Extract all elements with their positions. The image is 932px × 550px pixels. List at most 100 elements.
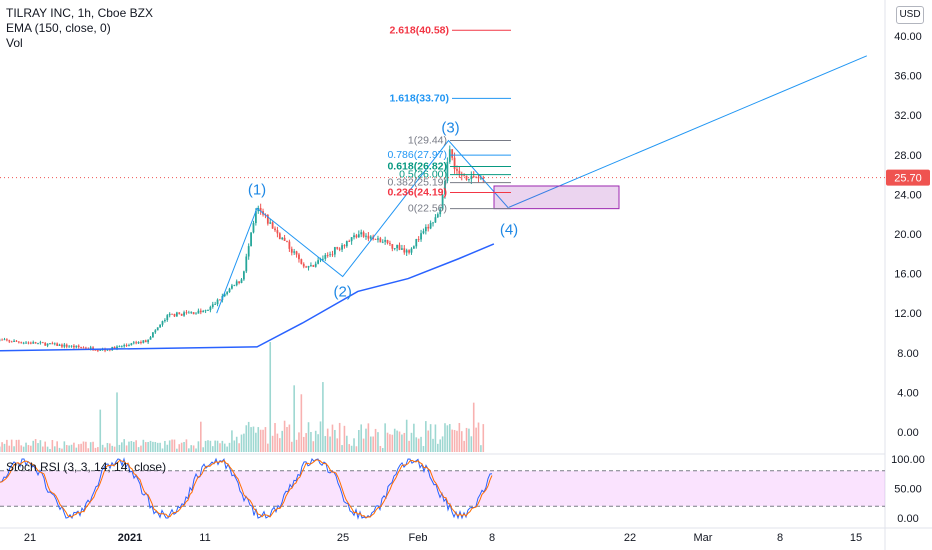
price-axis-tick: 0.00 xyxy=(897,427,918,439)
volume-bar xyxy=(190,445,193,452)
volume-bar xyxy=(355,446,358,452)
ema-legend[interactable]: EMA (150, close, 0) xyxy=(6,21,111,35)
volume-bar xyxy=(144,442,147,452)
last-price-tag xyxy=(886,169,930,186)
candle-body xyxy=(22,342,25,344)
candle-body xyxy=(350,237,353,242)
volume-bar xyxy=(75,447,78,452)
price-axis-tick: 20.00 xyxy=(894,229,922,241)
elliott-wave-line[interactable] xyxy=(216,139,510,314)
volume-bar xyxy=(233,440,236,452)
volume-bar xyxy=(1,442,3,452)
volume-bar xyxy=(104,447,106,452)
volume-bar xyxy=(51,439,54,452)
candle-body xyxy=(135,342,138,344)
candle-body xyxy=(128,345,130,346)
volume-bar xyxy=(329,436,331,452)
candle-body xyxy=(362,232,365,237)
volume-bar xyxy=(446,425,449,452)
volume-bar xyxy=(65,445,68,452)
candle-body xyxy=(77,345,80,347)
time-axis-tick: 2021 xyxy=(118,532,142,544)
volume-bar xyxy=(22,446,25,452)
currency-button[interactable]: USD xyxy=(896,6,924,24)
volume-bar xyxy=(310,431,312,452)
volume-legend[interactable]: Vol xyxy=(6,36,23,50)
last-price-label: 25.70 xyxy=(894,173,922,185)
candle-body xyxy=(207,310,209,311)
candle-body xyxy=(53,343,56,345)
candle-body xyxy=(0,339,1,341)
volume-bar xyxy=(346,435,348,452)
candle-body xyxy=(245,256,248,272)
candle-body xyxy=(89,347,92,349)
fib-level-label: 0.382(25.19) xyxy=(387,177,447,189)
candle-body xyxy=(113,346,116,350)
candle-body xyxy=(408,250,410,253)
candle-body xyxy=(441,194,444,210)
candle-body xyxy=(298,254,300,260)
wave-label: (3) xyxy=(441,120,459,137)
candle-body xyxy=(25,342,27,344)
volume-bar xyxy=(209,440,212,452)
ema-line[interactable] xyxy=(0,243,495,352)
candle-body xyxy=(32,342,35,344)
candle-body xyxy=(470,176,473,180)
target-zone-box[interactable] xyxy=(493,185,620,210)
volume-bar xyxy=(322,382,324,452)
candle-body xyxy=(46,343,49,346)
volume-bar xyxy=(63,441,66,452)
volume-bar xyxy=(221,440,224,452)
projection-line[interactable] xyxy=(508,55,868,208)
candle-body xyxy=(458,170,461,174)
volume-bar xyxy=(130,441,133,452)
volume-bar xyxy=(121,442,123,452)
candle-body xyxy=(329,254,331,256)
candle-body xyxy=(37,343,39,344)
volume-bar xyxy=(381,448,384,452)
volume-bar xyxy=(89,442,92,452)
volume-bar xyxy=(252,426,255,452)
volume-bar xyxy=(305,433,307,452)
volume-bar xyxy=(228,442,231,452)
volume-bar xyxy=(192,445,195,452)
time-axis[interactable]: 21 2021 11 25 Feb 8 22 Mar 8 15 xyxy=(24,532,862,544)
candle-body xyxy=(175,312,178,317)
price-axis[interactable]: 40.00 36.00 32.00 28.00 24.00 20.00 16.00 12.00… xyxy=(894,31,922,439)
volume-bar xyxy=(180,442,183,452)
volume-bar xyxy=(264,427,267,452)
volume-bars xyxy=(0,342,485,452)
candle-body xyxy=(393,248,396,249)
candle-body xyxy=(293,251,296,253)
candle-body xyxy=(341,245,343,250)
volume-bar xyxy=(362,438,365,452)
volume-bar xyxy=(147,442,149,452)
volume-bar xyxy=(405,419,408,452)
time-axis-tick: 22 xyxy=(624,532,636,544)
candle-body xyxy=(211,304,214,307)
candle-body xyxy=(451,149,454,158)
volume-bar xyxy=(226,446,228,452)
volume-bar xyxy=(341,445,343,452)
candle-body xyxy=(65,344,68,347)
candle-body xyxy=(185,312,188,314)
candle-body xyxy=(324,255,327,259)
volume-bar xyxy=(6,439,8,452)
price-axis-tick: 28.00 xyxy=(894,150,922,162)
candle-body xyxy=(254,211,257,224)
candle-body xyxy=(345,241,348,247)
rsi-legend: Stoch RSI (3, 3, 14, 14, close) xyxy=(6,460,166,474)
candle-body xyxy=(223,294,226,297)
volume-bar xyxy=(73,442,75,452)
candle-body xyxy=(355,235,358,238)
symbol-title[interactable]: TILRAY INC, 1h, Cboe BZX xyxy=(6,6,153,20)
time-axis-tick: Mar xyxy=(694,532,713,544)
rsi-axis-tick: 50.00 xyxy=(894,484,922,496)
candle-body xyxy=(29,342,32,344)
candle-body xyxy=(199,310,202,313)
stoch-rsi-pane[interactable]: Stoch RSI (3, 3, 14, 14, close) 100.00 50.… xyxy=(0,454,925,525)
volume-bar xyxy=(259,429,262,452)
volume-bar xyxy=(154,441,157,452)
fib-level-label: 0.618(26.82) xyxy=(387,160,447,172)
